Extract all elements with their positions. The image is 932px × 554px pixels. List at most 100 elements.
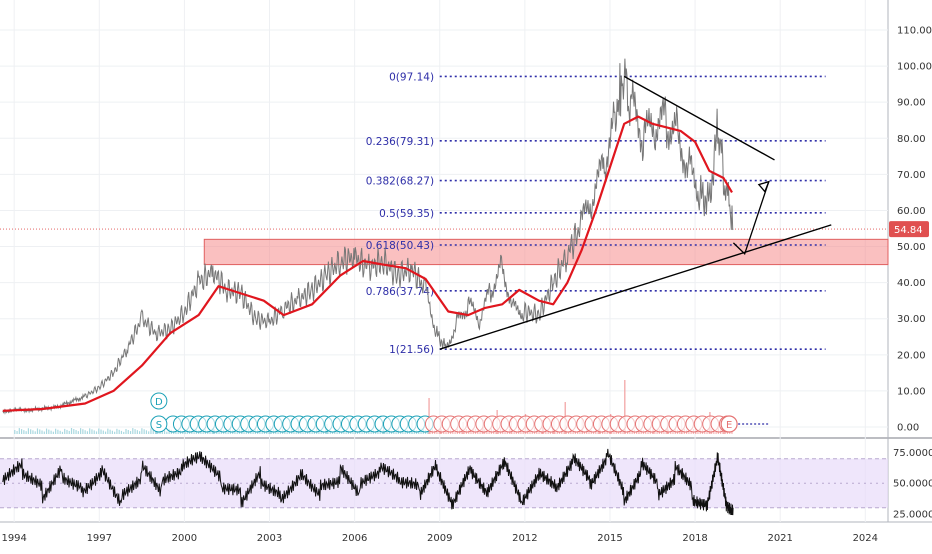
volume-bar [409, 430, 411, 434]
x-tick-label: 2000 [172, 533, 197, 544]
volume-bar [252, 431, 254, 434]
volume-bar [109, 429, 111, 434]
x-tick-label: 2006 [342, 533, 367, 544]
volume-bar [175, 431, 177, 434]
volume-bar [236, 431, 238, 434]
y-tick-label: 0.00 [897, 423, 919, 434]
volume-bar [706, 431, 708, 434]
volume-bar [114, 431, 116, 434]
volume-bar [148, 431, 150, 434]
volume-bar [645, 431, 647, 434]
rsi-line [2, 448, 734, 516]
volume-bar [347, 430, 350, 434]
volume-bar [82, 429, 84, 434]
volume-bar [34, 431, 36, 434]
volume-bar [345, 429, 347, 434]
volume-bar [295, 430, 297, 434]
split-marker [150, 415, 168, 433]
volume-bar [629, 431, 631, 434]
volume-bar [286, 430, 288, 434]
volume-bar [428, 398, 430, 434]
volume-bar [690, 431, 692, 434]
volume-bar [91, 429, 93, 434]
volume-bar [75, 430, 77, 434]
volume-bar [141, 428, 143, 434]
volume-bar [313, 431, 315, 434]
volume-bar [540, 431, 542, 434]
volume-bar [602, 431, 604, 434]
volume-bar [55, 428, 57, 434]
volume-bar [361, 429, 363, 434]
volume-bar [209, 431, 211, 434]
volume-bar [592, 431, 595, 434]
y-tick-label: 20.00 [897, 350, 926, 361]
volume-bar [463, 431, 465, 434]
volume-bar [488, 431, 490, 434]
x-tick-label: 1994 [1, 533, 26, 544]
volume-bar [577, 431, 579, 434]
volume-bar [14, 430, 16, 434]
volume-bar [572, 429, 574, 434]
volume-bar [277, 430, 279, 434]
volume-bar [531, 431, 533, 434]
volume-bar [36, 428, 39, 434]
x-tick-label: 2024 [853, 533, 878, 544]
volume-bar [261, 431, 263, 434]
earnings-marker [720, 415, 738, 433]
x-tick-label: 1997 [87, 533, 112, 544]
volume-bar [375, 431, 377, 434]
volume-bar [418, 431, 420, 434]
volume-bar [89, 428, 91, 434]
y-tick-label: 90.00 [897, 98, 926, 109]
volume-bar [288, 431, 291, 434]
y-tick-label: 110.00 [897, 26, 932, 37]
volume-bar [41, 430, 43, 434]
volume-bar [611, 431, 613, 434]
fib-level-label: 0.5(59.35) [379, 208, 434, 220]
volume-bar [713, 430, 715, 434]
volume-bar [563, 429, 565, 434]
volume-bar [506, 431, 508, 434]
volume-bar [311, 430, 313, 434]
volume-bar [152, 429, 154, 434]
volume-bar [436, 431, 438, 434]
volume-bar [341, 431, 343, 434]
volume-bar [731, 430, 733, 434]
series-layer [2, 58, 734, 415]
volume-bar [145, 430, 148, 434]
volume-bar [356, 431, 359, 434]
volume-bar [402, 431, 404, 434]
fib-level-label: 0.618(50.43) [366, 240, 434, 252]
trendline-layer [439, 75, 832, 350]
y-tick-label: 10.00 [897, 386, 926, 397]
volume-bar [116, 428, 118, 434]
volume-bar [182, 430, 184, 434]
volume-bar [486, 430, 488, 434]
volume-bar [23, 430, 25, 434]
volume-bar [118, 429, 120, 434]
volume-bar [565, 430, 567, 434]
y-tick-label: 60.00 [897, 206, 926, 217]
volume-bar [123, 431, 125, 434]
y-tick-label: 80.00 [897, 134, 926, 145]
volume-bar [461, 430, 463, 434]
volume-bar [136, 430, 138, 434]
volume-bar [100, 429, 102, 434]
volume-bar [157, 431, 159, 434]
volume-bar [39, 429, 41, 434]
volume-bar [322, 431, 325, 434]
volume-bar [163, 430, 166, 434]
volume-bar [111, 430, 113, 434]
volume-bar [320, 430, 322, 434]
volume-bar [70, 428, 73, 434]
projection-arrowhead [757, 180, 770, 193]
volume-bar [243, 431, 245, 434]
event-marker-layer: D S E [150, 392, 769, 433]
volume-bar [218, 431, 220, 434]
volume-bar [522, 430, 524, 434]
fibonacci-layer: 0(97.14) 0.236(79.31) 0.382(68.27) 0.5(59.3… [366, 71, 826, 356]
volume-bar [470, 431, 472, 434]
volume-bar [86, 431, 89, 434]
